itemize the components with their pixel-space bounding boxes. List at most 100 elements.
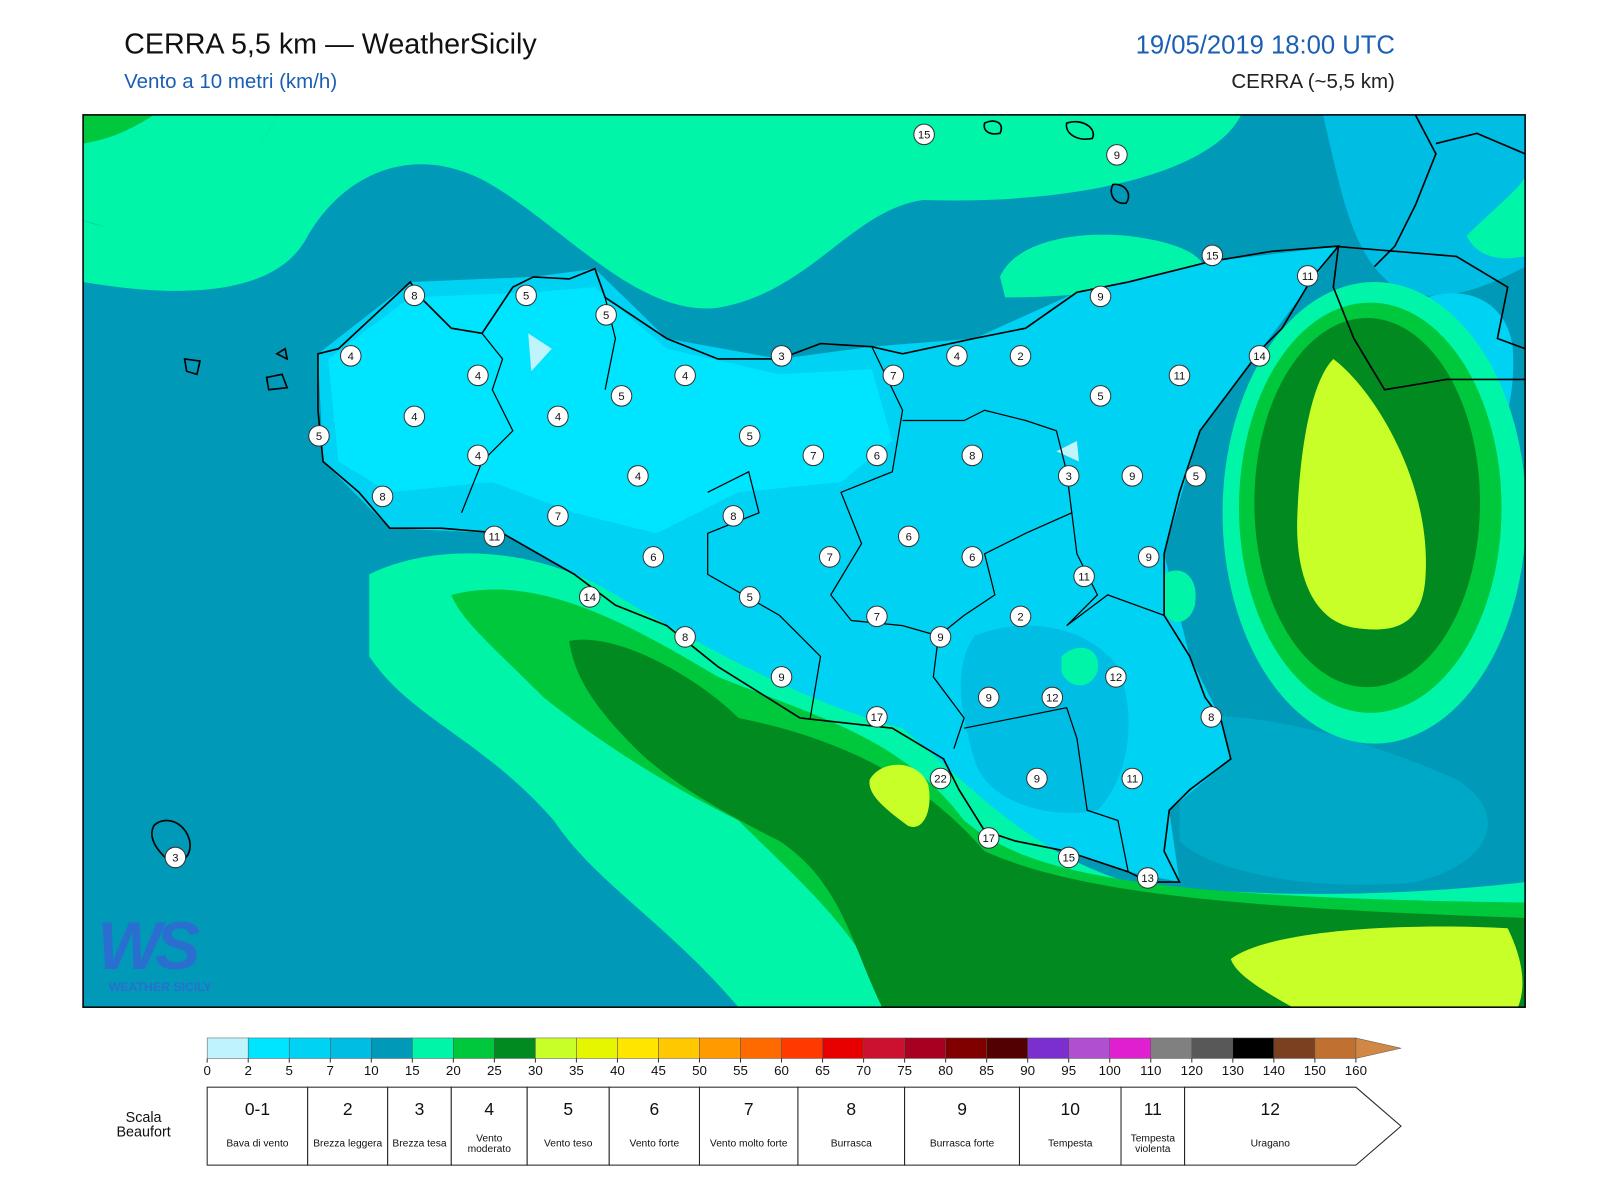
colorbar-segment [740,1037,782,1059]
station-marker [961,444,984,467]
station: 5 [515,284,537,307]
beaufort-name: Vento moderato [467,1133,511,1155]
station-value: 7 [890,370,896,382]
beaufort-name-box: Tempesta violenta [1131,1134,1175,1155]
colorbar-segment [1027,1037,1069,1059]
beaufort-force: 7 [744,1099,754,1119]
colorbar-segment [986,1037,1028,1059]
station: 9 [1106,144,1128,166]
station: 11 [1121,767,1144,790]
station-value: 4 [682,370,688,382]
beaufort-name: Uragano [1250,1138,1290,1150]
station-value: 13 [1141,873,1154,885]
beaufort-force: 12 [1261,1099,1280,1119]
station-value: 9 [1129,471,1135,483]
station-marker [722,505,745,527]
beaufort-name-box: Brezza leggera [313,1139,382,1149]
beaufort-scale: Scala Beaufort 0-1 Bava di vento 2 Brezza le… [116,1086,1402,1166]
station: 7 [547,505,569,527]
colorbar-tick-label: 5 [286,1063,293,1078]
beaufort-name: Bava di vento [226,1138,289,1150]
island [183,347,289,391]
station-value: 9 [937,632,943,644]
beaufort-name-box: Tempesta [1048,1139,1092,1149]
station-value: 9 [1114,150,1120,162]
station-marker [467,364,489,387]
beaufort-name: Burrasca forte [929,1138,995,1150]
station: 9 [977,686,1000,709]
field-patch [1323,114,1526,296]
station: 6 [866,444,888,467]
beaufort-cell [1120,1086,1186,1166]
field-patch [1297,358,1426,630]
station-value: 15 [918,129,931,141]
colorbar-tick-label: 25 [487,1063,502,1078]
station: 7 [802,444,825,467]
title: CERRA 5,5 km — WeatherSicily [124,28,537,60]
field-patch [1056,441,1079,462]
station-marker [946,345,968,367]
station: 13 [1136,867,1159,889]
station: 4 [946,345,968,367]
station-value: 14 [1253,351,1266,363]
colorbar-tick-label: 35 [569,1063,584,1078]
station-value: 8 [969,450,975,462]
colorbar-tick-label: 2 [244,1063,251,1078]
station-marker [1026,767,1048,790]
station-value: 4 [954,351,960,363]
station-marker [595,304,617,326]
station-marker [882,364,905,387]
station-marker [483,525,506,548]
station-marker [1136,867,1159,889]
beaufort-force: 4 [484,1099,494,1119]
station: 7 [882,364,905,387]
station-value: 6 [874,450,880,462]
station: 4 [627,465,649,487]
colorbar-tick-label: 10 [364,1063,379,1078]
station-marker [339,345,362,367]
colorbar-tick-label: 60 [774,1063,789,1078]
island [1110,183,1130,205]
field-patch [328,287,893,534]
station: 5 [1089,385,1112,407]
calabria-coast [1435,132,1526,155]
island [983,120,1003,135]
field-patch [1230,926,1523,1008]
field-patch [451,589,1526,1008]
station-value: 5 [747,592,753,604]
station-marker [403,405,426,428]
station: 11 [483,525,506,548]
station-value: 11 [489,532,501,544]
calabria-coast [1373,114,1437,268]
station-marker [738,586,761,608]
station-marker [403,284,426,307]
colorbar-segment [945,1037,987,1059]
beaufort-name: Vento molto forte [709,1138,788,1150]
station: 6 [897,525,920,548]
station: 7 [818,546,841,568]
station-marker [371,485,394,508]
station: 12 [1105,666,1127,688]
station-value: 11 [1078,572,1090,584]
colorbar-overflow [1355,1037,1402,1059]
colorbar-segment [617,1037,659,1059]
field-patch [569,639,1526,1008]
station-marker [1121,465,1144,487]
colorbar-tick-label: 80 [938,1063,953,1078]
subtitle: Vento a 10 metri (km/h) [124,70,337,93]
colorbar-segment [576,1037,618,1059]
colorbar-segment [535,1037,577,1059]
station: 6 [961,546,984,568]
station-marker [1057,846,1080,869]
colorbar-tick-label: 150 [1304,1063,1326,1078]
station-marker [1121,767,1144,790]
station: 3 [770,345,793,367]
station-value: 2 [1017,612,1023,624]
beaufort-force: 6 [650,1099,660,1119]
station-value: 3 [172,853,178,865]
colorbar-segment [1191,1037,1234,1059]
station: 8 [674,626,696,648]
colorbar-tick-label: 7 [327,1063,334,1078]
station-value: 12 [1110,672,1123,684]
beaufort-name-box: Vento molto forte [709,1138,788,1150]
